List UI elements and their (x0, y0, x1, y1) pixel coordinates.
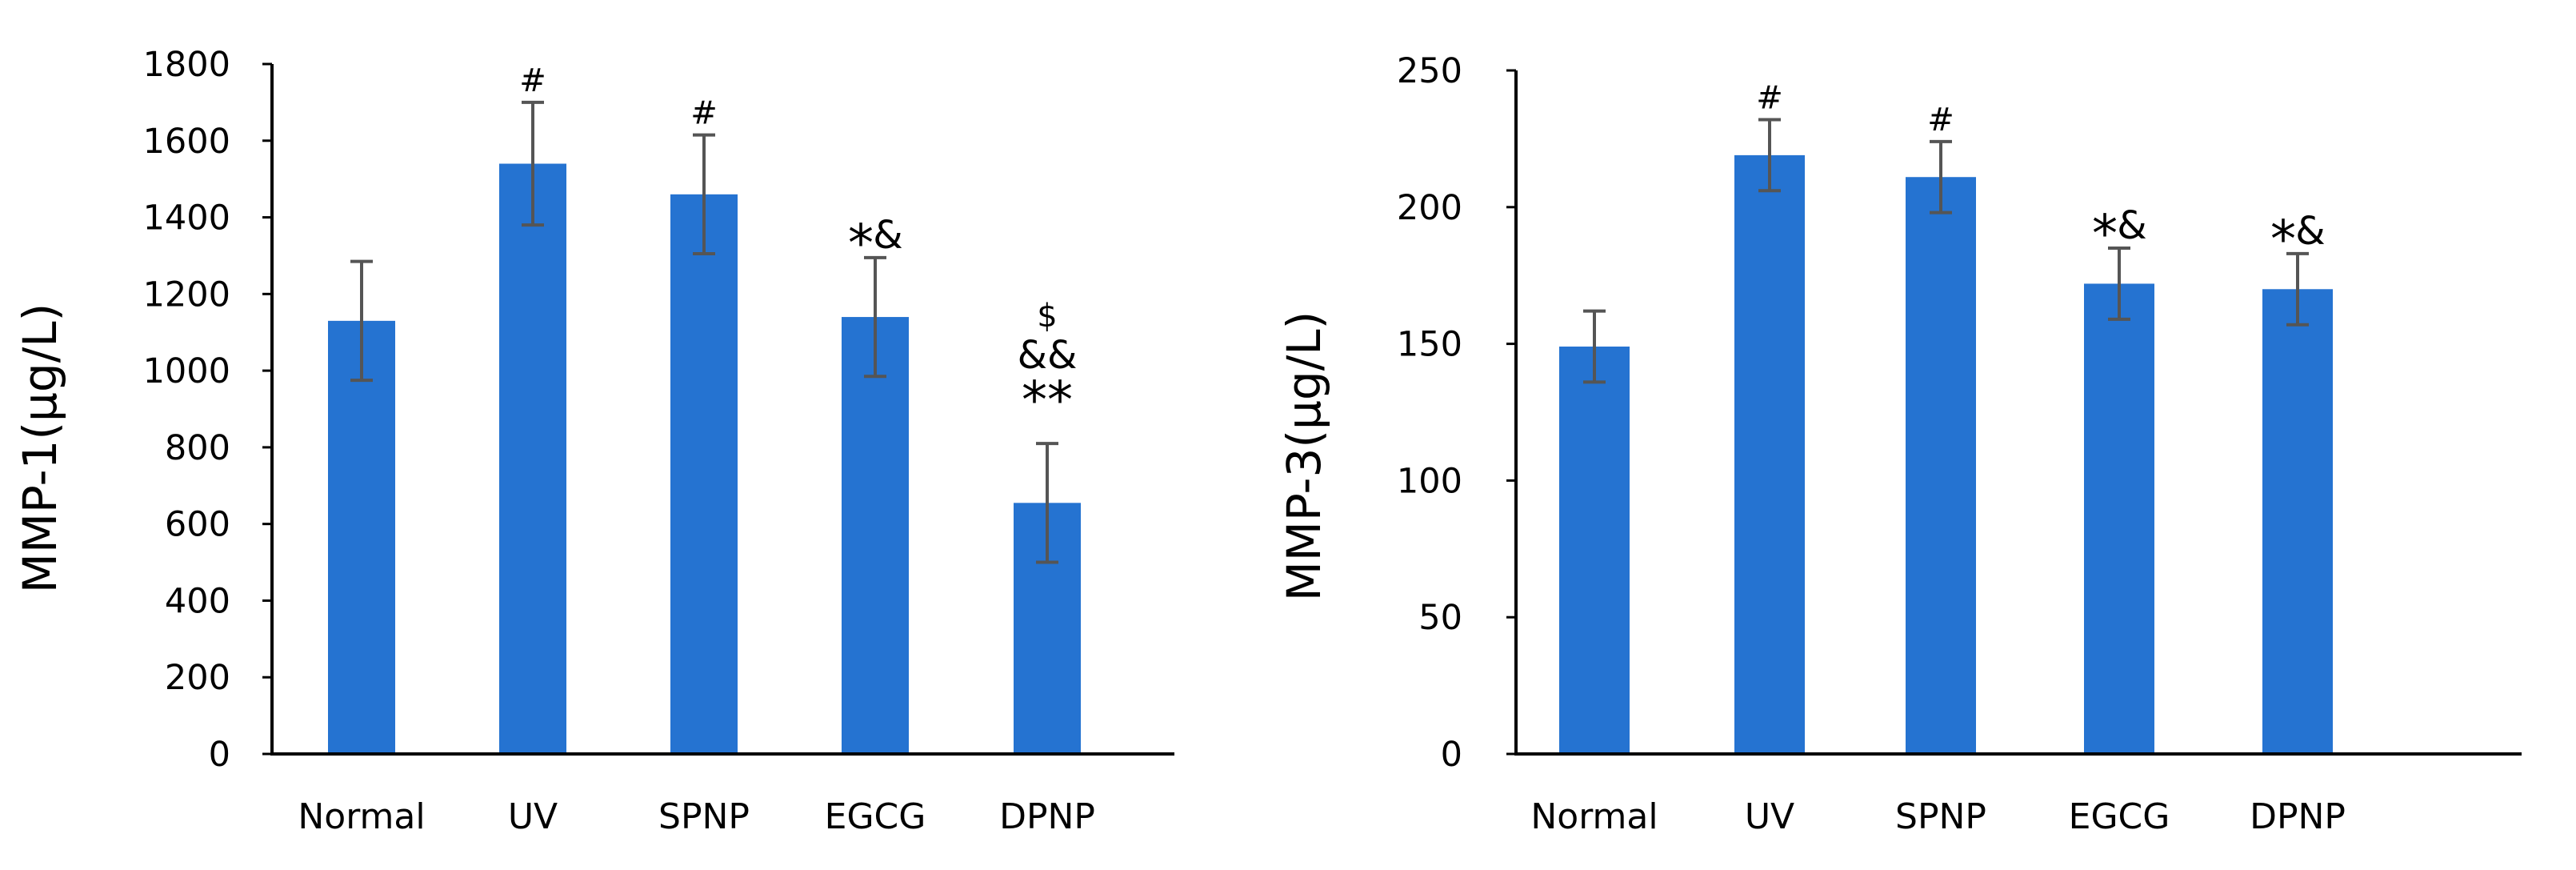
error-bar-normal (350, 259, 373, 383)
x-tick-label: Normal (298, 796, 425, 837)
x-tick-label: DPNP (2250, 796, 2346, 837)
x-tick-label: SPNP (1895, 796, 1986, 837)
y-axis-label: MMP-1(μg/L) (13, 303, 67, 593)
x-tick-label: EGCG (825, 796, 926, 837)
error-bar-dpnp (2286, 251, 2309, 327)
x-tick-label: Normal (1530, 796, 1658, 837)
y-tick-label: 1200 (143, 275, 230, 315)
error-bar-egcg (2108, 247, 2130, 321)
error-bar-dpnp (1036, 442, 1058, 564)
y-tick-label: 100 (1397, 461, 1462, 501)
significance-marker: & (873, 213, 902, 258)
y-tick-label: 1600 (143, 122, 230, 162)
bar-uv (1734, 154, 1805, 754)
bar-spnp (670, 194, 738, 755)
y-axis-label: MMP-3(μg/L) (1277, 311, 1331, 601)
y-tick-label: 0 (1441, 735, 1462, 775)
chart-mmp3: Normal#UV#SPNP* &EGCG* &DPNP05010015020025… (1277, 51, 2522, 837)
y-tick-label: 800 (165, 428, 230, 468)
y-tick-label: 1800 (143, 45, 230, 85)
error-bar-normal (1583, 309, 1606, 384)
x-tick-label: EGCG (2069, 796, 2170, 837)
chart-mmp1: Normal # UV # SPNP * & EGCG $&&** DPNP 0 200 400 600 8… (13, 45, 1174, 837)
bar-uv (499, 163, 566, 754)
significance-marker: # (1927, 102, 1954, 138)
y-tick-label: 150 (1397, 325, 1462, 365)
bar-egcg (2084, 283, 2154, 754)
x-tick-label: DPNP (999, 796, 1095, 837)
significance-marker: * (2270, 210, 2296, 270)
significance-marker: * (2092, 205, 2118, 264)
bar-spnp (1906, 177, 1976, 754)
significance-marker: ** (1022, 371, 1073, 431)
error-bar-uv (522, 100, 544, 227)
y-tick-label: 1000 (143, 351, 230, 391)
error-bar-spnp (693, 133, 715, 256)
y-tick-label: 250 (1397, 51, 1462, 91)
bar-dpnp (2262, 289, 2333, 754)
y-tick-label: 200 (1397, 188, 1462, 228)
error-bar-uv (1758, 118, 1781, 193)
significance-marker: # (519, 62, 546, 99)
y-tick-label: 600 (165, 505, 230, 545)
x-tick-label: SPNP (658, 796, 750, 837)
bar-egcg (842, 317, 909, 755)
y-tick-label: 400 (165, 581, 230, 621)
significance-marker: * (848, 214, 874, 274)
significance-marker: && (1018, 333, 1078, 378)
significance-marker: # (1756, 79, 1783, 116)
y-tick-label: 0 (209, 735, 230, 775)
bar-normal (1559, 347, 1630, 754)
x-tick-label: UV (508, 796, 558, 837)
y-tick-label: 1400 (143, 198, 230, 239)
significance-marker: & (2295, 209, 2325, 254)
error-bar-egcg (864, 255, 886, 379)
significance-marker: $ (1037, 298, 1057, 335)
y-tick-label: 200 (165, 658, 230, 698)
x-tick-label: UV (1745, 796, 1794, 837)
y-tick-label: 50 (1418, 598, 1462, 638)
significance-marker: # (690, 95, 718, 132)
bar-normal (328, 320, 395, 754)
error-bar-spnp (1930, 139, 1952, 214)
significance-marker: & (2117, 203, 2146, 248)
